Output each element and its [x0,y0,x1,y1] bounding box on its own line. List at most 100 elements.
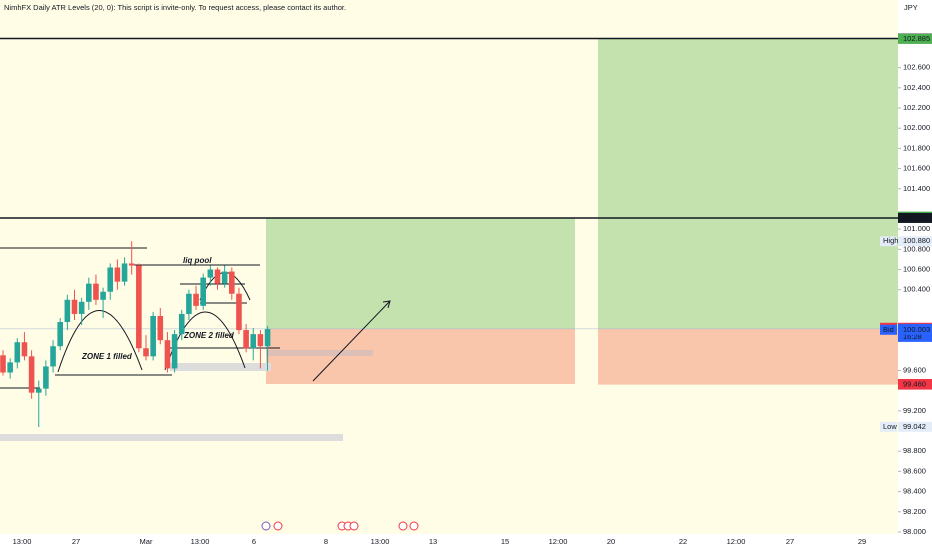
event-icon [409,521,419,531]
candle-body [35,388,42,393]
candle-body [71,299,78,314]
x-tick-label: 29 [858,537,866,546]
candle-body [171,334,178,369]
x-tick-label: 12:00 [727,537,746,546]
price-badge [898,421,932,432]
x-tick-label: 13:00 [13,537,32,546]
candle-body [193,293,199,306]
candle-body [250,334,257,349]
annotation: liq pool [183,256,212,265]
candle-body [178,313,185,335]
price-badge-label: 99.460 [903,380,926,389]
event-icon [261,521,271,531]
y-tick-label: 100.800 [903,244,930,253]
currency: JPY [904,3,918,12]
candle-body [157,315,164,341]
x-tick-label: Mar [140,537,153,546]
x-tick-label: 27 [72,537,80,546]
event-icon [273,521,283,531]
price-badge-label: 99.042 [903,422,926,431]
events [261,521,419,531]
candle-body [164,340,171,369]
candle-body [264,329,271,347]
x-tick-label: 8 [324,537,328,546]
candle-body [64,299,71,323]
position-zone [266,328,575,384]
price-tag [880,421,897,432]
arrow-head [382,300,391,309]
candle-body [57,322,63,347]
position-zone [598,328,898,385]
x-tick-label: 12:00 [549,537,568,546]
y-tick-label: 98.600 [903,466,926,475]
candle-body [214,269,221,284]
price-badge [898,379,932,390]
zone [266,350,373,356]
candle-body [28,356,35,393]
x-tick-label: 13 [429,537,437,546]
candle-body [136,265,142,349]
candle-body [221,271,228,284]
position-zone [266,217,575,329]
y-tick-label: 98.200 [903,507,926,516]
y-tick-label: 100.400 [903,285,930,294]
candle-body [200,277,206,306]
x-tick-label: 13:00 [191,537,210,546]
candle-body [207,269,214,278]
price-badge [898,236,932,247]
y-tick-label: 99.200 [903,406,926,415]
candle-body [43,366,49,389]
annotation: ZONE 2 filled [183,331,235,340]
x-tick-label: 22 [679,537,687,546]
event-icon [398,521,408,531]
price-tag-label: Bid [883,325,894,334]
y-tick-label: 102.000 [903,123,930,132]
zone [0,434,343,441]
annotation: ZONE 1 filled [81,352,133,361]
y-tick-label: 101.400 [903,184,930,193]
candle-body [121,263,128,282]
event-icon [349,521,359,531]
arc [57,310,143,373]
candle-body [236,293,242,331]
candle-body [14,342,21,363]
arrow [312,300,391,382]
y-tick-label: 102.400 [903,83,930,92]
candle-body [229,271,235,294]
zone [170,363,271,371]
price-axis [898,0,932,550]
candle-body [0,355,6,373]
y-tick-label: 98.400 [903,487,926,496]
y-tick-label: 98.000 [903,527,926,536]
y-tick-label: 101.800 [903,143,930,152]
y-tick-label: 102.600 [903,63,930,72]
price-tag-label: Low [883,422,897,431]
price-badge-label: 100.880 [903,236,930,245]
candle-body [93,283,99,300]
price-badge [898,212,932,223]
candle-body [50,346,56,367]
candle-body [243,330,249,349]
price-badge [898,33,932,44]
y-tick-label: 101.600 [903,164,930,173]
price-badge-sublabel: 16:28 [903,332,922,341]
y-tick-label: 100.600 [903,265,930,274]
price-badge-label: 102.885 [903,34,930,43]
candle-body [143,348,149,357]
price-tag [880,236,897,247]
x-tick-label: 15 [501,537,509,546]
indicator-title: NimhFX Daily ATR Levels (20, 0): This sc… [4,3,346,12]
candle-body [100,291,106,300]
price-badge-label: 100.003 [903,325,930,334]
candle-body [107,267,114,292]
candle-body [114,267,121,282]
candle-body [150,315,156,357]
price-badge [898,324,932,335]
price-badge-label: 101.111 [903,213,929,222]
candle-body [257,334,264,347]
y-tick-label: 98.800 [903,446,926,455]
candle-body [7,362,13,373]
x-tick-label: 6 [252,537,256,546]
time-axis [0,534,898,550]
